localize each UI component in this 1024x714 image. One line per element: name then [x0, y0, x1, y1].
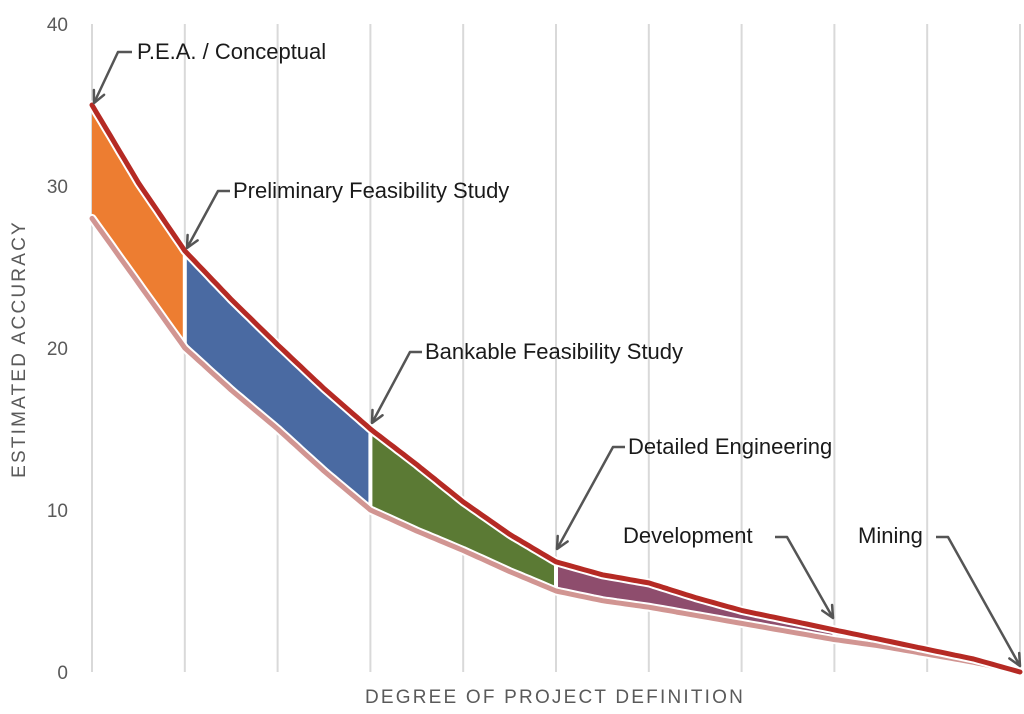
lower-bound-line	[89, 215, 1023, 675]
annotation-arrow	[775, 535, 835, 619]
annotation-label: Development	[623, 523, 753, 548]
annotations: P.E.A. / Conceptual Preliminary Feasibili…	[92, 39, 1022, 668]
grid-lines	[91, 24, 1021, 672]
annotation-arrowhead	[1008, 651, 1022, 668]
annotation-arrow	[555, 445, 625, 550]
y-axis-label: ESTIMATED ACCURACY	[9, 220, 30, 478]
annotation-arrowhead	[555, 534, 569, 551]
annotation-label: Preliminary Feasibility Study	[233, 178, 509, 203]
annotation-arrowhead	[185, 233, 199, 250]
annotation-arrow	[370, 350, 422, 424]
annotation-label: P.E.A. / Conceptual	[137, 39, 326, 64]
annotation-label: Bankable Feasibility Study	[425, 339, 683, 364]
phase-area	[184, 250, 371, 511]
annotation-arrowhead	[370, 408, 384, 425]
annotation-arrow	[936, 535, 1022, 667]
upper-bound-line	[89, 102, 1023, 675]
annotation-label: Mining	[858, 523, 923, 548]
annotation-arrowhead	[821, 603, 835, 620]
y-tick-label: 20	[47, 339, 68, 360]
y-tick-label: 40	[47, 15, 68, 36]
boundary-lines	[87, 100, 1024, 677]
y-tick-label: 10	[47, 501, 68, 522]
phase-area	[92, 105, 185, 348]
x-axis-label: DEGREE OF PROJECT DEFINITION	[365, 687, 745, 708]
annotation-arrowhead	[92, 88, 106, 105]
y-axis-ticks: 0 10 20 30 40	[47, 15, 68, 684]
annotation-arrow	[92, 50, 132, 104]
annotation-arrow	[185, 189, 230, 249]
annotation-label: Detailed Engineering	[628, 434, 832, 459]
y-tick-label: 30	[47, 177, 68, 198]
y-tick-label: 0	[57, 663, 68, 684]
